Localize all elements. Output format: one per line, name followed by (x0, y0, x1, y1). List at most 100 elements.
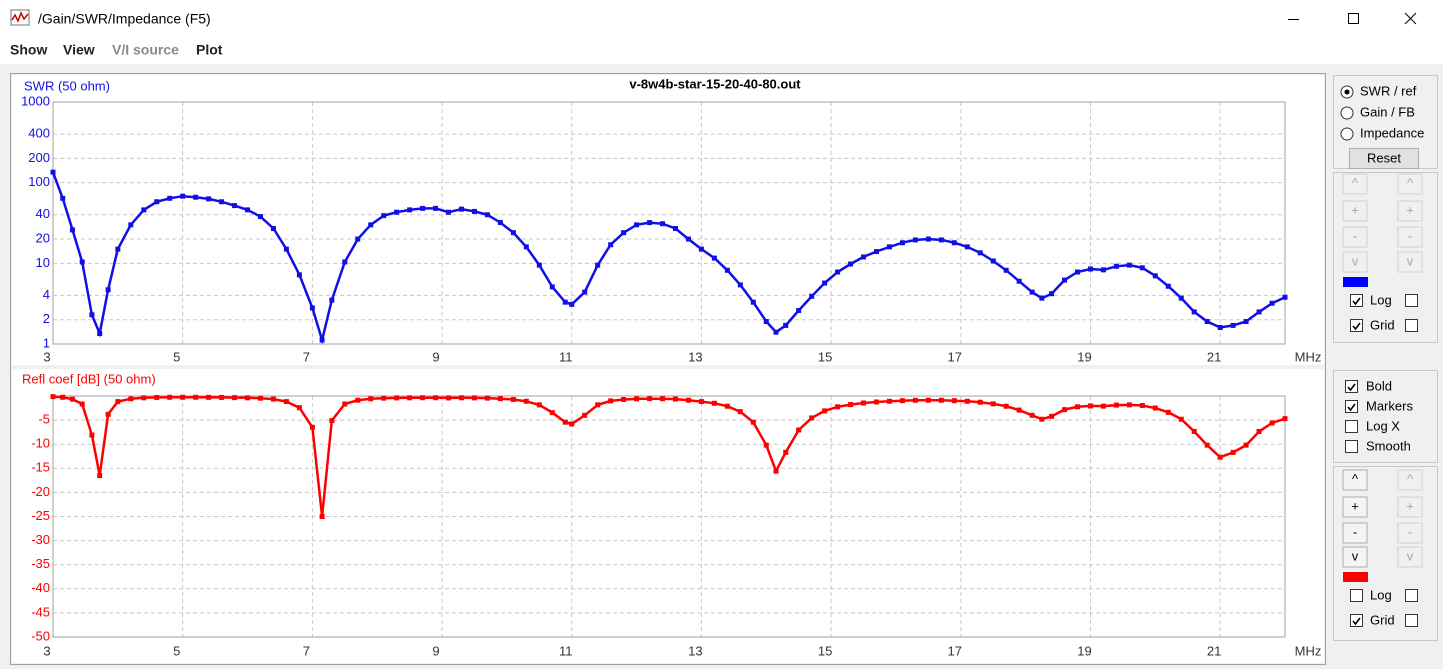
step-button[interactable] (1342, 251, 1368, 273)
data-marker (219, 199, 225, 205)
data-marker (634, 396, 640, 402)
step-button-label: v (1407, 548, 1414, 563)
data-marker (497, 396, 503, 402)
step-button-label: ^ (1407, 175, 1414, 190)
step-button[interactable] (1397, 522, 1423, 544)
data-marker (634, 222, 640, 228)
data-marker (1139, 265, 1145, 271)
checkbox[interactable] (1350, 294, 1363, 307)
y-axis-label: SWR (50 ohm) (24, 78, 110, 93)
x-tick-label: 9 (432, 349, 439, 364)
x-tick-label: 3 (43, 643, 50, 658)
checkmark (1352, 297, 1361, 306)
x-tick-label: 19 (1077, 349, 1091, 364)
radio-button[interactable] (1340, 127, 1354, 141)
step-button[interactable] (1397, 226, 1423, 248)
menu-item[interactable]: Plot (196, 42, 223, 58)
checkbox[interactable] (1345, 420, 1358, 433)
checkbox[interactable] (1350, 614, 1363, 627)
step-button-label: + (1351, 202, 1359, 217)
step-button[interactable] (1342, 546, 1368, 568)
data-marker (938, 237, 944, 243)
data-marker (1269, 300, 1275, 306)
data-marker (1087, 266, 1093, 272)
data-marker (523, 244, 529, 250)
checkbox[interactable] (1345, 380, 1358, 393)
step-button[interactable] (1397, 496, 1423, 518)
step-button[interactable] (1342, 173, 1368, 195)
radio-label: Gain / FB (1360, 104, 1415, 119)
data-marker (1029, 289, 1035, 295)
close-button[interactable] (1404, 12, 1417, 25)
color-swatch[interactable] (1343, 572, 1368, 582)
step-button[interactable] (1397, 469, 1423, 491)
y-tick-label: 400 (28, 126, 50, 141)
data-marker (257, 395, 263, 401)
step-button-label: - (1408, 228, 1412, 243)
radio-button[interactable] (1340, 106, 1354, 120)
step-button[interactable] (1397, 546, 1423, 568)
data-marker (886, 244, 892, 250)
data-marker (1269, 420, 1275, 426)
data-marker (977, 399, 983, 405)
menu-item[interactable]: V/I source (112, 42, 179, 58)
reset-button[interactable] (1349, 148, 1419, 169)
data-marker (595, 402, 601, 408)
data-marker (608, 242, 614, 248)
checkbox[interactable] (1405, 294, 1418, 307)
step-button[interactable] (1342, 496, 1368, 518)
step-button-label: ^ (1352, 175, 1359, 190)
color-swatch[interactable] (1343, 277, 1368, 287)
menu-item[interactable]: Show (10, 42, 47, 58)
data-marker (1016, 407, 1022, 413)
data-marker (60, 394, 66, 400)
data-marker (355, 236, 361, 242)
checkbox[interactable] (1405, 589, 1418, 602)
maximize-button[interactable] (1348, 13, 1359, 24)
menu-item[interactable]: View (63, 42, 95, 58)
data-marker (773, 329, 779, 335)
checkbox[interactable] (1350, 319, 1363, 332)
data-marker (964, 244, 970, 250)
data-marker (562, 419, 568, 425)
data-marker (1039, 295, 1045, 301)
data-marker (1039, 416, 1045, 422)
data-marker (608, 398, 614, 404)
checkbox[interactable] (1350, 589, 1363, 602)
step-button[interactable] (1397, 251, 1423, 273)
data-marker (822, 408, 828, 414)
step-button-label: + (1351, 498, 1359, 513)
step-button-label: v (1407, 253, 1414, 268)
plot-frame (10, 73, 1326, 665)
step-button[interactable] (1342, 469, 1368, 491)
data-marker (1100, 267, 1106, 273)
data-marker (912, 237, 918, 243)
checkbox[interactable] (1345, 440, 1358, 453)
plot-area-frame (52, 395, 1286, 638)
step-button[interactable] (1342, 226, 1368, 248)
checkbox[interactable] (1345, 400, 1358, 413)
data-marker (711, 400, 717, 406)
data-marker (1003, 267, 1009, 273)
data-marker (309, 305, 315, 311)
checkbox[interactable] (1405, 319, 1418, 332)
step-button[interactable] (1342, 522, 1368, 544)
data-marker (569, 301, 575, 307)
data-marker (459, 395, 465, 401)
data-marker (471, 208, 477, 214)
data-marker (97, 473, 103, 479)
data-marker (711, 255, 717, 261)
data-marker (270, 396, 276, 402)
y-tick-label: 2 (43, 311, 50, 326)
data-marker (1165, 409, 1171, 415)
data-marker (990, 258, 996, 264)
plot-area-frame (52, 101, 1286, 345)
data-marker (319, 337, 325, 343)
step-button[interactable] (1397, 200, 1423, 222)
y-tick-label: 1000 (21, 93, 50, 108)
checkbox[interactable] (1405, 614, 1418, 627)
step-button[interactable] (1342, 200, 1368, 222)
step-button[interactable] (1397, 173, 1423, 195)
